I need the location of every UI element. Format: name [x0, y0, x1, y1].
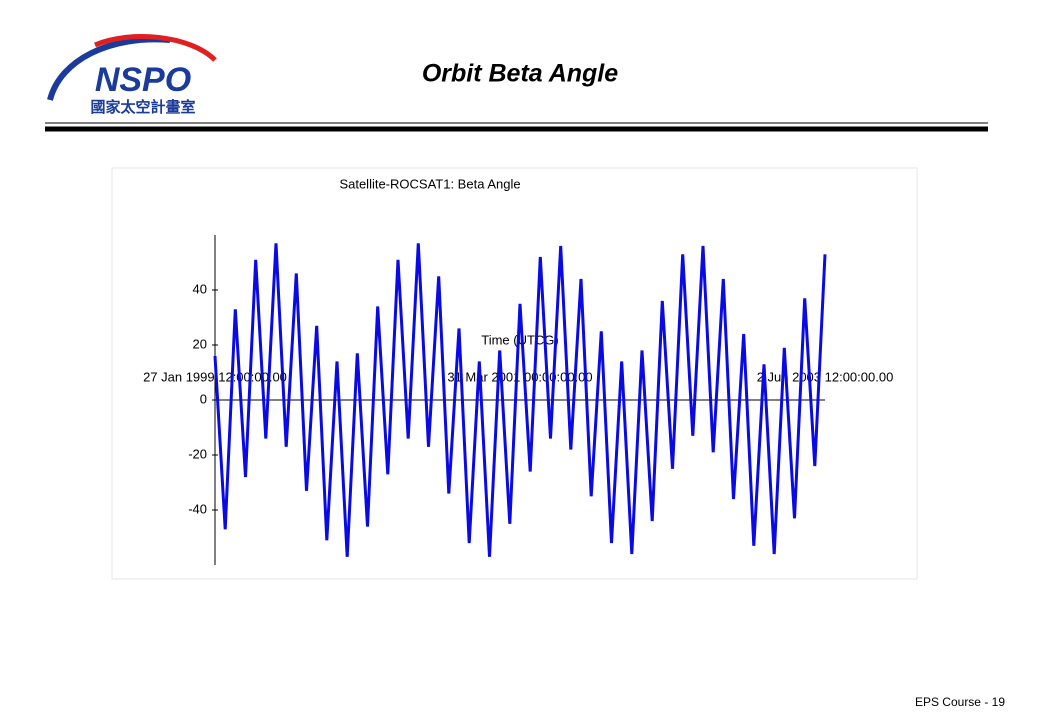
series-line	[213, 243, 827, 557]
logo-arc	[47, 36, 171, 101]
y-tick-label: -20	[188, 446, 207, 461]
x-tick-label: 2 Jun 2003 12:00:00.00	[757, 369, 894, 384]
y-tick-label: 20	[193, 336, 207, 351]
logo-name: NSPO	[95, 61, 191, 99]
y-tick-label: 0	[200, 391, 207, 406]
y-tick-label: 40	[193, 281, 207, 296]
footer: EPS Course - 19	[915, 695, 1005, 709]
logo: NSPO 國家太空計畫室	[47, 34, 217, 116]
x-axis-label: Time (UTCG)	[481, 332, 559, 347]
logo-swoosh	[94, 34, 217, 62]
chart-title: Satellite-ROCSAT1: Beta Angle	[339, 176, 520, 191]
logo-subtitle: 國家太空計畫室	[90, 98, 195, 116]
y-tick-label: -40	[188, 501, 207, 516]
x-tick-label: 31 Mar 2001 00:00:00.00	[447, 369, 592, 384]
slide-title: Orbit Beta Angle	[422, 60, 618, 88]
